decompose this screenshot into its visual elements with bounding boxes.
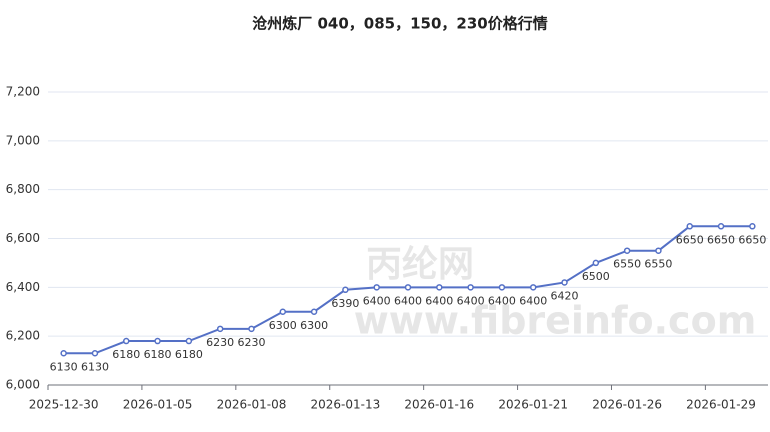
data-label: 6650 — [676, 233, 704, 246]
y-tick-label: 6,000 — [6, 378, 40, 392]
point — [154, 337, 161, 345]
data-label: 6400 — [519, 294, 547, 307]
data-label: 6180 — [144, 348, 172, 361]
data-label: 6130 — [81, 360, 109, 373]
point — [655, 247, 662, 254]
x-tick-label: 2026-01-26 — [592, 398, 662, 412]
point — [279, 308, 287, 315]
data-label: 6230 — [206, 336, 234, 349]
data-label: 6230 — [237, 336, 265, 349]
point — [310, 308, 318, 315]
x-tick-label: 2026-01-21 — [498, 398, 568, 412]
data-label: 6400 — [394, 294, 422, 307]
data-label: 6550 — [613, 258, 641, 271]
point — [498, 284, 506, 291]
data-label: 6550 — [644, 258, 672, 271]
point — [561, 279, 568, 286]
watermark: 丙纶网 — [366, 244, 474, 285]
data-label: 6390 — [331, 297, 359, 310]
point — [686, 223, 693, 230]
point — [404, 284, 412, 291]
y-tick-label: 6,800 — [6, 182, 40, 196]
watermark: www.fibreinfo.com — [354, 299, 757, 343]
data-label: 6500 — [582, 270, 610, 283]
x-tick-label: 2026-01-16 — [404, 398, 474, 412]
x-tick-label: 2026-01-05 — [123, 398, 193, 412]
x-tick-label: 2026-01-13 — [311, 398, 381, 412]
point — [123, 337, 130, 345]
point — [216, 325, 224, 333]
y-tick-label: 6,400 — [6, 280, 40, 294]
data-label: 6180 — [112, 348, 140, 361]
data-label: 6400 — [425, 294, 453, 307]
data-label: 6400 — [363, 294, 391, 307]
point — [436, 284, 443, 291]
point — [529, 284, 537, 291]
x-tick-label: 2026-01-29 — [686, 398, 756, 412]
y-tick-label: 6,200 — [6, 329, 40, 343]
point — [592, 259, 600, 267]
data-label: 6130 — [50, 360, 78, 373]
point — [717, 223, 725, 230]
y-tick-label: 7,200 — [6, 85, 40, 99]
point — [91, 350, 99, 357]
data-label: 6400 — [457, 294, 485, 307]
data-label: 6400 — [488, 294, 516, 307]
x-tick-label: 2025-12-30 — [29, 398, 99, 412]
point — [373, 284, 380, 291]
y-tick-label: 6,600 — [6, 231, 40, 245]
point — [185, 337, 193, 345]
data-label: 6650 — [738, 233, 766, 246]
data-label: 6420 — [551, 289, 579, 302]
data-label: 6650 — [707, 233, 735, 246]
point — [749, 223, 756, 230]
point — [342, 286, 349, 294]
point — [60, 350, 67, 357]
data-label: 6300 — [300, 319, 328, 332]
point — [623, 247, 631, 254]
point — [467, 284, 474, 291]
data-label: 6300 — [269, 319, 297, 332]
x-tick-label: 2026-01-08 — [217, 398, 287, 412]
data-label: 6180 — [175, 348, 203, 361]
point — [248, 325, 255, 333]
y-tick-label: 7,000 — [6, 133, 40, 147]
chart-title: 沧州炼厂 040，085，150，230价格行情 — [252, 15, 547, 33]
